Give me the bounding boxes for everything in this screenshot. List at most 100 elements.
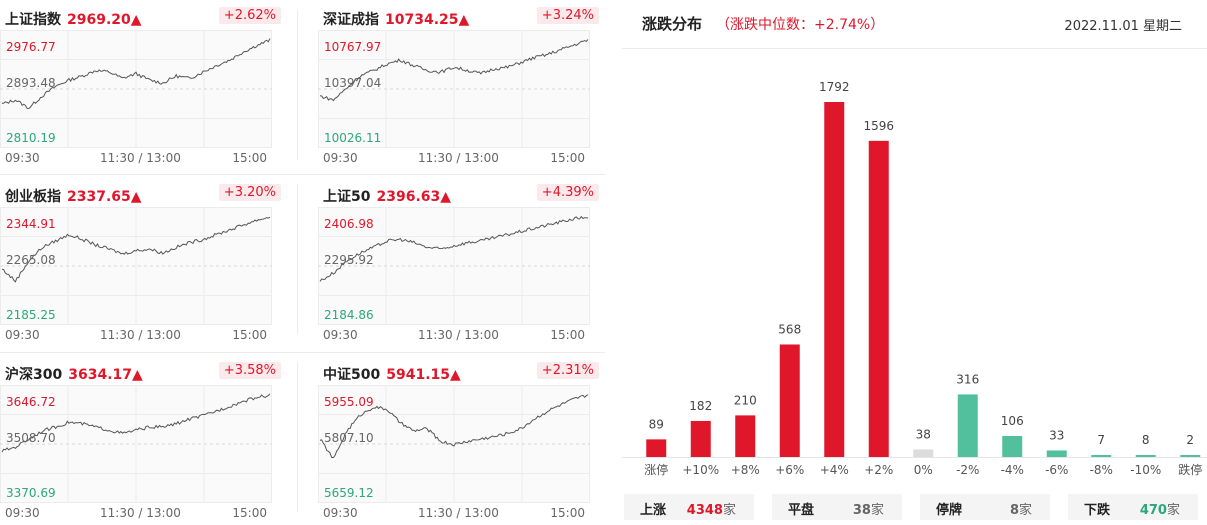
index-trend-line <box>2 38 271 110</box>
axis-min-label: 2184.86 <box>324 308 374 322</box>
axis-min-label: 5659.12 <box>324 486 374 500</box>
index-panel[interactable]: 深证成指 10734.25▲ +3.24% 10767.97 10397.04 10026… <box>318 0 605 172</box>
axis-min-label: 2185.25 <box>6 308 56 322</box>
index-intraday-chart <box>0 207 272 325</box>
index-trend-line <box>319 39 589 102</box>
bar[interactable] <box>868 140 889 457</box>
category-label: -4% <box>1001 463 1024 477</box>
category-label: 跌停 <box>1178 462 1202 477</box>
bar-value-label: 182 <box>689 399 712 413</box>
x-axis-label: 11:30 / 13:00 <box>100 506 181 520</box>
axis-mid-label: 2295.92 <box>324 253 374 267</box>
x-axis-label: 11:30 / 13:00 <box>418 328 499 342</box>
distribution-date: 2022.11.01 星期二 <box>1064 19 1182 34</box>
index-intraday-chart <box>318 30 590 148</box>
x-axis-label: 09:30 <box>5 151 40 165</box>
axis-min-label: 2810.19 <box>6 131 56 145</box>
bar-value-label: 568 <box>778 322 801 336</box>
bar[interactable] <box>1046 450 1067 457</box>
summary-label: 下跌 <box>1084 503 1111 518</box>
index-change-badge: +3.20% <box>218 184 281 201</box>
index-intraday-chart <box>0 385 272 503</box>
index-value: 3634.17▲ <box>68 367 143 383</box>
x-axis-label: 11:30 / 13:00 <box>418 506 499 520</box>
index-value: 5941.15▲ <box>386 367 461 383</box>
x-axis-label: 09:30 <box>323 151 358 165</box>
x-axis-label: 09:30 <box>323 328 358 342</box>
axis-mid-label: 10397.04 <box>324 76 382 90</box>
bar[interactable] <box>690 420 711 457</box>
bar-value-label: 7 <box>1097 433 1105 447</box>
x-axis-label: 11:30 / 13:00 <box>418 151 499 165</box>
x-axis-label: 11:30 / 13:00 <box>100 151 181 165</box>
bar[interactable] <box>735 415 756 457</box>
axis-min-label: 10026.11 <box>324 131 382 145</box>
x-axis-label: 09:30 <box>5 506 40 520</box>
panel-row-separator <box>0 352 605 353</box>
index-trend-line <box>1 216 271 283</box>
index-name: 中证500 5941.15▲ <box>323 367 461 383</box>
axis-max-label: 3646.72 <box>6 395 56 409</box>
category-label: +8% <box>731 463 760 477</box>
index-intraday-chart <box>0 30 272 148</box>
bar-value-label: 2 <box>1186 433 1194 447</box>
bar[interactable] <box>1135 455 1156 457</box>
index-trend-line <box>319 394 589 458</box>
category-label: -2% <box>956 463 979 477</box>
distribution-median: （涨跌中位数：+2.74%） <box>716 17 885 33</box>
bar[interactable] <box>646 439 667 457</box>
x-axis-label: 15:00 <box>232 506 267 520</box>
index-value: 2969.20▲ <box>67 12 142 28</box>
bar[interactable] <box>824 102 845 457</box>
summary-count: 4348家 <box>686 503 736 518</box>
index-panel[interactable]: 沪深300 3634.17▲ +3.58% 3646.72 3508.70 3370.69… <box>0 355 287 525</box>
bar[interactable] <box>1002 436 1023 457</box>
index-value: 10734.25▲ <box>385 12 470 28</box>
category-label: 涨停 <box>644 462 668 477</box>
index-name: 上证50 2396.63▲ <box>323 189 452 205</box>
bar[interactable] <box>913 449 934 457</box>
index-change-badge: +4.39% <box>536 184 599 201</box>
distribution-bar-chart: 89 涨停 182 +10% 210 +8% 568 +6% 1792 +4% 1596 +2% 38 0… <box>622 80 1207 477</box>
x-axis-label: 15:00 <box>232 151 267 165</box>
index-intraday-chart <box>318 207 590 325</box>
axis-mid-label: 5807.10 <box>324 431 374 445</box>
index-change-badge: +3.24% <box>536 7 599 24</box>
index-name: 沪深300 3634.17▲ <box>5 367 143 383</box>
panel-separator <box>297 362 298 512</box>
bar[interactable] <box>779 344 800 457</box>
axis-mid-label: 3508.70 <box>6 431 56 445</box>
index-trend-line <box>1 393 271 453</box>
axis-mid-label: 2893.48 <box>6 76 56 90</box>
category-label: -6% <box>1045 463 1068 477</box>
bar-value-label: 316 <box>956 372 979 386</box>
bar-value-label: 38 <box>916 427 931 441</box>
index-value: 2337.65▲ <box>67 189 142 205</box>
bar[interactable] <box>1091 455 1112 457</box>
index-panel[interactable]: 上证指数 2969.20▲ +2.62% 2976.77 2893.48 2810.19 0… <box>0 0 287 172</box>
summary-box: 停牌 8家 <box>920 494 1050 520</box>
index-panel[interactable]: 创业板指 2337.65▲ +3.20% 2344.91 2265.08 2185.25 0… <box>0 177 287 349</box>
distribution-header-divider <box>622 48 1207 49</box>
bar[interactable] <box>957 394 978 457</box>
category-label: +10% <box>682 463 719 477</box>
index-panel[interactable]: 中证500 5941.15▲ +2.31% 5955.09 5807.10 5659.12… <box>318 355 605 525</box>
index-trend-line <box>319 215 589 282</box>
index-panel[interactable]: 上证50 2396.63▲ +4.39% 2406.98 2295.92 2184.86 0… <box>318 177 605 349</box>
axis-mid-label: 2265.08 <box>6 253 56 267</box>
category-label: +6% <box>775 463 804 477</box>
x-axis-label: 15:00 <box>550 151 585 165</box>
index-name: 创业板指 2337.65▲ <box>5 189 142 205</box>
summary-label: 停牌 <box>936 503 963 518</box>
x-axis-label: 09:30 <box>5 328 40 342</box>
x-axis-label: 15:00 <box>550 506 585 520</box>
index-name: 上证指数 2969.20▲ <box>5 12 142 28</box>
summary-label: 平盘 <box>788 503 815 518</box>
bar-value-label: 89 <box>649 417 664 431</box>
index-change-badge: +3.58% <box>218 362 281 379</box>
bar-value-label: 8 <box>1142 433 1150 447</box>
x-axis-label: 09:30 <box>323 506 358 520</box>
axis-max-label: 5955.09 <box>324 395 374 409</box>
summary-count: 8家 <box>1009 503 1032 518</box>
bar[interactable] <box>1180 455 1201 457</box>
